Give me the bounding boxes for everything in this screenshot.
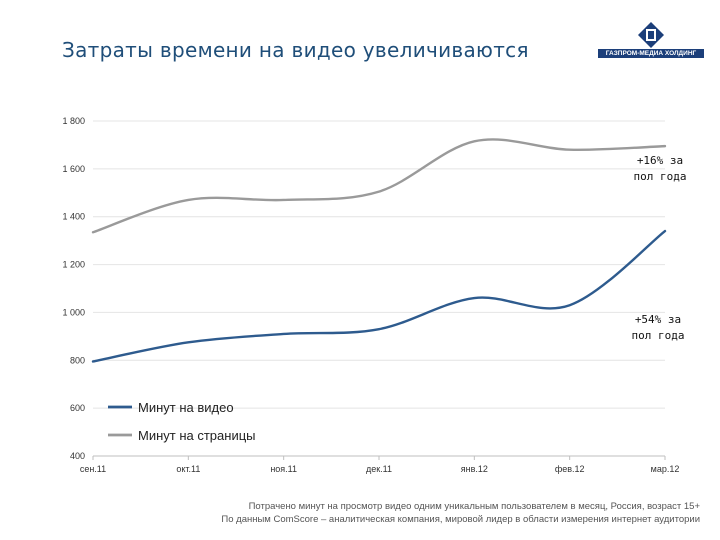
- annotation-line-2: пол года: [634, 170, 687, 183]
- annotation-line-1: +54% за: [635, 313, 681, 326]
- company-logo: [638, 22, 664, 48]
- x-tick-label: янв.12: [461, 464, 488, 474]
- y-tick-label: 1 000: [62, 307, 85, 317]
- legend-label: Минут на видео: [138, 400, 234, 415]
- footnote: Потрачено минут на просмотр видео одним …: [100, 500, 700, 526]
- y-tick-label: 1 800: [62, 116, 85, 126]
- logo-caption: ГАЗПРОМ-МЕДИА ХОЛДИНГ: [598, 49, 704, 58]
- y-tick-label: 400: [70, 451, 85, 461]
- series-line-1: [91, 138, 667, 234]
- annotation-line-1: +16% за: [637, 154, 683, 167]
- x-tick-label: фев.12: [555, 464, 585, 474]
- series-line-0: [91, 229, 667, 363]
- slide-title: Затраты времени на видео увеличиваются: [62, 38, 529, 62]
- annotation-line-2: пол года: [632, 329, 685, 342]
- y-tick-label: 1 400: [62, 212, 85, 222]
- y-tick-label: 600: [70, 403, 85, 413]
- x-tick-label: мар.12: [651, 464, 680, 474]
- line-chart: 400 600 800 1 000 1 200 1 400 1 600 1 800 сен.11…: [62, 116, 687, 474]
- y-tick-label: 1 200: [62, 260, 85, 270]
- footnote-line-2: По данным ComScore – аналитическая компа…: [221, 514, 700, 525]
- x-tick-label: дек.11: [366, 464, 392, 474]
- legend-label: Минут на страницы: [138, 428, 256, 443]
- x-tick-label: ноя.11: [270, 464, 297, 474]
- x-tick-label: окт.11: [176, 464, 200, 474]
- y-tick-label: 800: [70, 355, 85, 365]
- x-tick-label: сен.11: [80, 464, 106, 474]
- y-tick-label: 1 600: [62, 164, 85, 174]
- footnote-line-1: Потрачено минут на просмотр видео одним …: [248, 501, 700, 512]
